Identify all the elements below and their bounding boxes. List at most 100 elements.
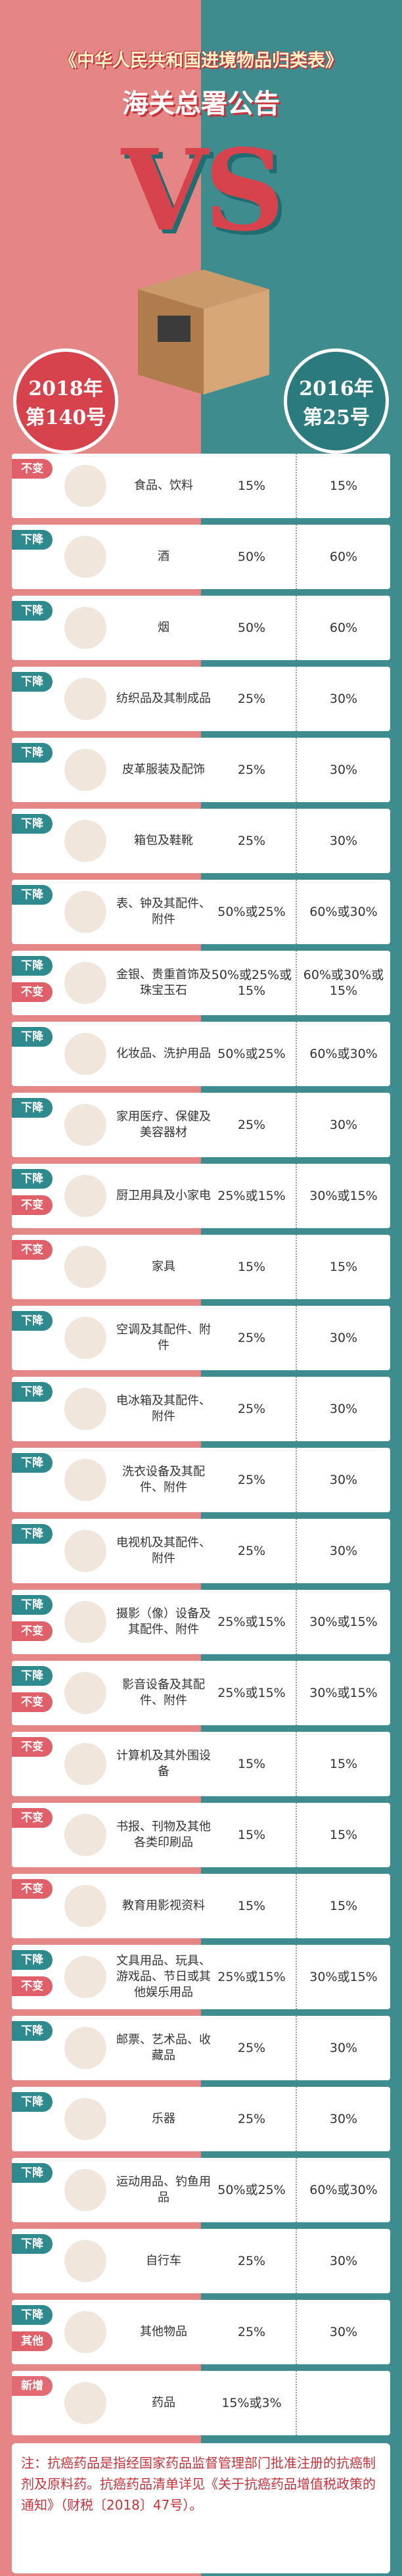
- status-tag: 下降: [12, 1666, 53, 1686]
- item-name: 家用医疗、保健及美容器材: [116, 1110, 211, 1139]
- item-name: 摄影（像）设备及其配件、附件: [116, 1607, 211, 1636]
- item-name: 文具用品、玩具、游戏品、节日或其他娱乐用品: [116, 1954, 211, 1999]
- status-tag: 下降: [12, 2021, 53, 2041]
- rate-2018: 50%或25%: [217, 1047, 286, 1061]
- column-divider: [296, 2300, 297, 2364]
- column-divider: [296, 1519, 297, 1583]
- rate-2016: 60%: [329, 621, 358, 635]
- item-icon: [64, 1743, 106, 1785]
- item-name: 空调及其配件、附件: [116, 1323, 211, 1352]
- item-icon: [64, 2098, 106, 2140]
- status-tag: 下降: [12, 956, 53, 976]
- status-tag: 不变: [12, 1976, 53, 1996]
- item-icon: [64, 1317, 106, 1359]
- rate-2018: 50%: [237, 550, 266, 564]
- status-tag: 下降: [12, 1169, 53, 1189]
- column-divider: [296, 1306, 297, 1370]
- vs-text: VS: [121, 125, 285, 256]
- item-name: 表、钟及其配件、附件: [116, 897, 211, 926]
- item-icon: [64, 820, 106, 862]
- item-icon: [64, 2169, 106, 2211]
- item-name: 书报、刊物及其他各类印刷品: [116, 1820, 211, 1849]
- column-divider: [296, 738, 297, 802]
- item-icon: [64, 1672, 106, 1714]
- status-tag: 下降: [12, 2305, 53, 2325]
- item-icon: [64, 1530, 106, 1572]
- item-name: 影音设备及其配件、附件: [122, 1678, 205, 1707]
- rate-2018: 25%或15%: [217, 1189, 286, 1203]
- status-tag: 不变: [12, 1879, 53, 1899]
- status-tag: 不变: [12, 1808, 53, 1828]
- rate-2016: 60%或30%: [309, 2183, 378, 2197]
- item-name: 洗衣设备及其配件、附件: [122, 1465, 205, 1494]
- item-icon: [64, 1246, 106, 1288]
- rate-2018: 50%或25%: [217, 905, 286, 919]
- item-icon: [64, 1885, 106, 1927]
- table-row: 下降 电冰箱及其配件、附件 25% 30%: [12, 1377, 390, 1441]
- item-name: 厨卫用具及小家电: [116, 1189, 211, 1203]
- status-tag: 下降: [12, 1098, 53, 1118]
- item-icon: [64, 1388, 106, 1430]
- item-icon: [64, 607, 106, 649]
- rate-2018: 25%: [237, 2254, 266, 2268]
- item-name: 其他物品: [140, 2325, 187, 2339]
- table-row: 不变 家具 15% 15%: [12, 1235, 390, 1299]
- rate-2018: 50%或25%: [217, 2183, 286, 2197]
- rate-2018: 25%或15%: [217, 1686, 286, 1700]
- table-row: 下降 运动用品、钓鱼用品 50%或25% 60%或30%: [12, 2158, 390, 2222]
- rate-2018: 25%: [237, 763, 266, 777]
- rate-2018: 15%: [237, 1757, 266, 1771]
- item-icon: [64, 1601, 106, 1643]
- badge-number: 第25号: [303, 406, 370, 429]
- item-name: 电视机及其配件、附件: [116, 1536, 211, 1565]
- status-tag: 下降: [12, 601, 53, 621]
- table-row: 不变 书报、刊物及其他各类印刷品 15% 15%: [12, 1803, 390, 1867]
- status-tag: 下降: [12, 2092, 53, 2112]
- status-tag: 下降: [12, 2163, 53, 2183]
- column-divider: [296, 1945, 297, 2009]
- rate-2018: 15%或3%: [221, 2396, 282, 2410]
- table-row: 下降 表、钟及其配件、附件 50%或25% 60%或30%: [12, 880, 390, 944]
- rate-2018: 15%: [237, 1260, 266, 1274]
- item-icon: [64, 891, 106, 933]
- item-icon: [64, 1033, 106, 1075]
- rate-2016: 30%: [329, 2041, 358, 2055]
- rate-2018: 25%: [237, 1331, 266, 1345]
- column-divider: [296, 1661, 297, 1725]
- item-icon: [64, 1175, 106, 1217]
- column-divider: [296, 1164, 297, 1228]
- status-tag: 不变: [12, 1692, 53, 1712]
- column-divider: [296, 454, 297, 518]
- status-tag: 下降: [12, 2234, 53, 2254]
- column-divider: [296, 2087, 297, 2151]
- rate-2018: 15%: [237, 479, 266, 493]
- table-row: 下降 化妆品、洗护用品 50%或25% 60%或30%: [12, 1022, 390, 1086]
- item-name: 家具: [152, 1260, 175, 1274]
- rate-2018: 25%: [237, 2112, 266, 2126]
- item-icon: [64, 1814, 106, 1856]
- item-icon: [64, 1459, 106, 1501]
- rate-2018: 25%或15%: [217, 1615, 286, 1629]
- item-icon: [64, 536, 106, 578]
- table-row: 不变 计算机及其外围设备 15% 15%: [12, 1732, 390, 1796]
- rate-2016: 30%或15%: [309, 1189, 378, 1203]
- rate-2018: 25%: [237, 2325, 266, 2339]
- status-tag: 下降: [12, 814, 53, 834]
- table-row: 下降 不变 文具用品、玩具、游戏品、节日或其他娱乐用品 25%或15% 30%或15%: [12, 1945, 390, 2009]
- column-divider: [296, 525, 297, 589]
- table-row: 下降 不变 厨卫用具及小家电 25%或15% 30%或15%: [12, 1164, 390, 1228]
- rate-2018: 15%: [237, 1899, 266, 1913]
- rate-2016: 15%: [329, 1828, 358, 1842]
- column-divider: [296, 1377, 297, 1441]
- item-name: 电冰箱及其配件、附件: [116, 1394, 211, 1423]
- status-tag: 下降: [12, 1950, 53, 1970]
- status-tag: 下降: [12, 1524, 53, 1544]
- item-icon: [64, 1956, 106, 1998]
- rate-2016: 60%: [329, 550, 358, 564]
- column-divider: [296, 1022, 297, 1086]
- item-name: 烟: [158, 621, 169, 634]
- item-name: 皮革服装及配饰: [122, 763, 205, 776]
- rate-2018: 25%: [237, 1473, 266, 1487]
- rate-2016: 30%: [329, 2325, 358, 2339]
